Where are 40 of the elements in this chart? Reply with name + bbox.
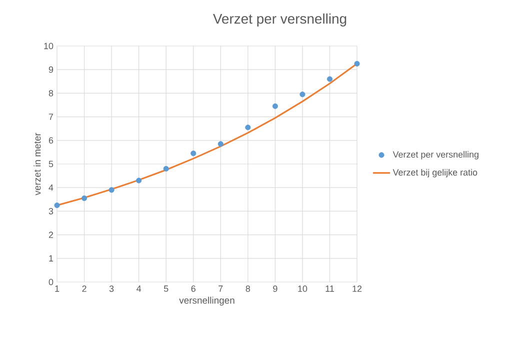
y-tick-label: 8	[48, 90, 54, 96]
y-tick-label: 6	[48, 137, 54, 144]
x-tick-label: 8	[246, 286, 250, 292]
y-tick-label: 4	[48, 184, 54, 191]
y-tick-label: 10	[44, 42, 54, 50]
y-tick-label: 2	[48, 232, 54, 238]
point	[136, 178, 142, 184]
point	[81, 195, 88, 202]
x-tick-label: 10	[298, 286, 308, 292]
y-tick-label: 7	[48, 114, 54, 120]
legend-label: Verzet per versnelling	[392, 151, 478, 160]
x-tick-label: 1	[55, 286, 60, 292]
point	[245, 124, 251, 130]
y-tick-label: 5	[48, 160, 54, 168]
y-tick-label: 9	[48, 66, 54, 73]
point	[354, 60, 360, 66]
point	[190, 150, 196, 156]
x-tick-label: 9	[273, 286, 278, 292]
x-tick-label: 2	[82, 286, 86, 292]
legend-label: Verzet bij gelijke ratio	[392, 168, 478, 178]
point	[272, 103, 278, 109]
x-tick-label: 11	[326, 286, 334, 292]
y-axis-title: verzet in meter	[34, 132, 41, 196]
point	[326, 76, 333, 82]
y-tick-label: 3	[48, 208, 54, 214]
y-tick-label: 0	[48, 278, 54, 286]
point	[163, 166, 169, 172]
point	[108, 187, 114, 193]
x-tick-label: 3	[109, 286, 114, 292]
x-axis-title: versnellingen	[179, 296, 234, 306]
y-tick-label: 1	[49, 255, 54, 262]
x-tick-label: 4	[136, 286, 142, 292]
x-tick-label: 12	[352, 286, 362, 292]
point	[218, 141, 224, 147]
chart-title: Verzet per versnelling	[213, 13, 346, 26]
x-tick-label: 6	[191, 286, 196, 292]
x-tick-label: 5	[164, 286, 168, 292]
x-tick-label: 7	[218, 286, 223, 292]
point	[300, 92, 306, 98]
point	[54, 202, 60, 208]
